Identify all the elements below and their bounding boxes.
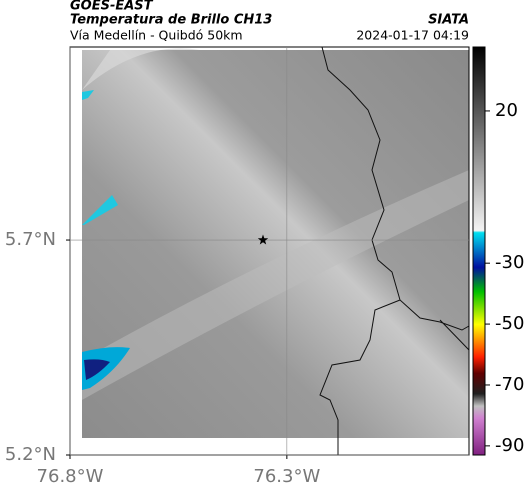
colorbar	[472, 46, 486, 456]
cloud-band	[82, 48, 200, 90]
route: Vía Medellín - Quibdó 50km	[70, 28, 243, 43]
datetime: 2024-01-17 04:19	[356, 28, 469, 43]
colorbar-tick-label: 20	[495, 100, 518, 121]
x-tick-label: 76.3°W	[253, 466, 320, 487]
colorbar-tick-label: -90	[495, 435, 524, 456]
y-tick-label: 5.2°N	[5, 444, 56, 465]
y-tick-label: 5.7°N	[5, 229, 56, 250]
satellite-image	[82, 50, 469, 438]
product: Temperatura de Brillo CH13	[70, 13, 272, 28]
colorbar-tick-label: -30	[495, 252, 524, 273]
colorbar-tick-label: -50	[495, 313, 524, 334]
cold-cloud	[82, 195, 118, 225]
colorbar-axis: 20 -30 -50 -70 -90	[485, 100, 524, 456]
satellite: GOES-EAST	[70, 0, 154, 14]
cloud-band	[82, 170, 469, 400]
location-marker	[257, 234, 269, 245]
cold-cloud	[82, 347, 130, 390]
map-axes: 76.8°W 76.3°W 5.2°N 5.7°N	[5, 47, 469, 487]
x-tick-label: 76.8°W	[37, 466, 104, 487]
cold-cloud	[84, 359, 110, 380]
agency: SIATA	[428, 13, 469, 28]
colorbar-tick-label: -70	[495, 374, 524, 395]
cold-cloud	[82, 90, 94, 100]
